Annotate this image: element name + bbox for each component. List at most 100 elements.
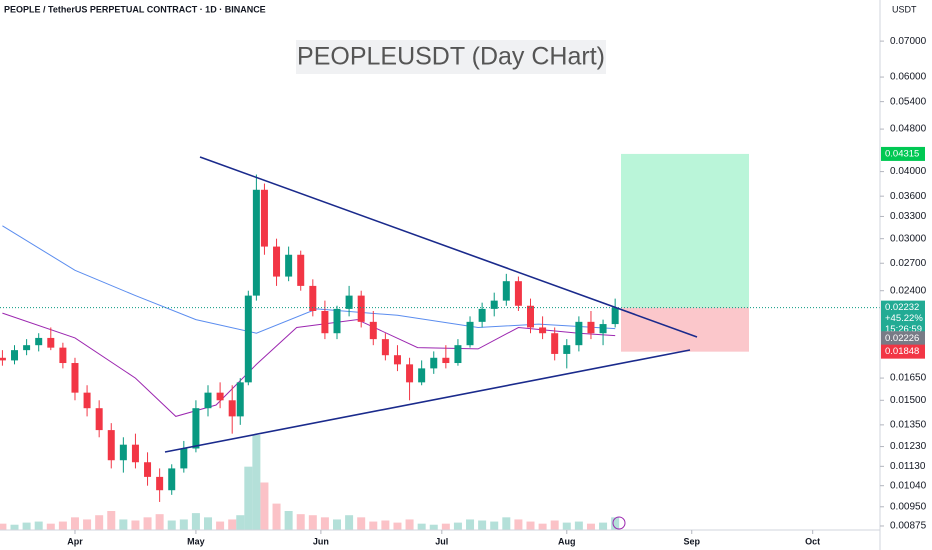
volume-bar [228, 519, 237, 530]
candle-body [95, 408, 103, 431]
x-tick-label: Sep [683, 536, 700, 546]
x-tick-label: Oct [805, 536, 820, 546]
y-tick-label: 0.06000 [890, 72, 927, 83]
candle-body [273, 246, 281, 277]
candle-body [228, 400, 236, 417]
volume-bar [272, 503, 281, 530]
volume-bar [260, 482, 269, 530]
candle-body [502, 281, 510, 301]
trend-line [199, 156, 698, 338]
candle-body [454, 345, 462, 364]
volume-bar [0, 523, 7, 530]
loss-zone [621, 307, 749, 352]
event-icon[interactable] [612, 516, 626, 530]
y-tick-label: 0.01040 [890, 480, 927, 491]
volume-bar [191, 513, 200, 530]
y-tick-label: 0.01650 [890, 373, 927, 384]
candle-body [551, 333, 559, 354]
x-tick-label: Jun [313, 536, 329, 546]
candle-body [47, 337, 55, 348]
volume-bar [308, 515, 317, 530]
x-tick-label: Aug [558, 536, 576, 546]
volume-bar [236, 515, 245, 530]
target-tag [881, 146, 925, 161]
volume-bar [46, 523, 55, 530]
candle-body [236, 382, 244, 417]
candle-body [180, 448, 188, 469]
last-price-change: +45.22% [885, 313, 923, 324]
volume-bar [466, 519, 475, 530]
y-tick-label: 0.03300 [890, 211, 927, 222]
volume-bar [538, 523, 547, 530]
volume-bar [204, 517, 213, 530]
countdown: 15:26:59 [885, 324, 922, 335]
moving-average [2, 225, 616, 334]
volume-bar [70, 517, 79, 530]
y-tick-label: 0.00875 [890, 521, 927, 532]
volume-bar [296, 514, 305, 530]
volume-bar [429, 524, 438, 530]
volume-bar [611, 517, 620, 530]
candle-body [611, 307, 619, 325]
y-tick-label: 0.01130 [890, 461, 926, 472]
x-tick-label: May [187, 536, 205, 546]
volume-bar [550, 520, 559, 530]
candle-body [442, 357, 450, 364]
candle-body [252, 189, 260, 296]
stop-label: 0.01848 [885, 346, 919, 357]
title-box [296, 40, 606, 74]
volume-bar [562, 522, 571, 530]
volume-bar [320, 517, 329, 530]
volume-bar [574, 521, 583, 530]
y-tick-label: 0.04800 [890, 124, 927, 135]
volume-bar [514, 519, 523, 530]
plot-area [0, 153, 880, 530]
y-tick-label: 0.01500 [890, 395, 927, 406]
header: PEOPLE / TetherUS PERPETUAL CONTRACT · 1… [4, 4, 266, 14]
volume-bar [405, 519, 414, 530]
volume-bar [586, 523, 595, 530]
volume-bar [393, 522, 402, 530]
y-tick-label: 0.03000 [890, 233, 927, 244]
last-price-label: 0.02232 [885, 302, 919, 313]
candle-body [369, 321, 377, 340]
volume-bar [252, 435, 261, 530]
x-tick-label: Apr [67, 536, 83, 546]
volume-bar [333, 519, 342, 530]
candle-body [297, 254, 305, 286]
volume-bar [10, 524, 19, 530]
y-tick-label: 0.00950 [890, 501, 927, 512]
volume-bar [381, 520, 390, 530]
candle-body [478, 308, 486, 322]
candle-body [357, 295, 365, 322]
candle-body [599, 324, 607, 334]
trend-line [164, 349, 691, 453]
candle-body [285, 254, 293, 277]
candle-body [309, 285, 317, 311]
candle-body [563, 345, 571, 354]
volume-bar [502, 517, 511, 530]
candle-body [381, 339, 389, 356]
volume-bar [453, 522, 462, 530]
stop-tag [881, 344, 925, 359]
candle-body [539, 327, 547, 334]
volume-bar [131, 520, 140, 530]
candle-body [156, 476, 164, 491]
volume-bar [284, 511, 293, 530]
volume-bar [34, 521, 43, 530]
candle-body [393, 355, 401, 365]
candle-body [587, 321, 595, 334]
candle-body [575, 321, 583, 346]
candle-body [192, 408, 200, 449]
candle-body [466, 321, 474, 346]
candle-body [490, 300, 498, 309]
candle-body [430, 357, 438, 369]
y-tick-label: 0.07000 [890, 36, 927, 47]
candle-body [131, 444, 139, 463]
candle-body [107, 430, 115, 461]
candle-body [59, 347, 67, 364]
volume-bar [599, 522, 608, 530]
candle-body [345, 295, 353, 309]
